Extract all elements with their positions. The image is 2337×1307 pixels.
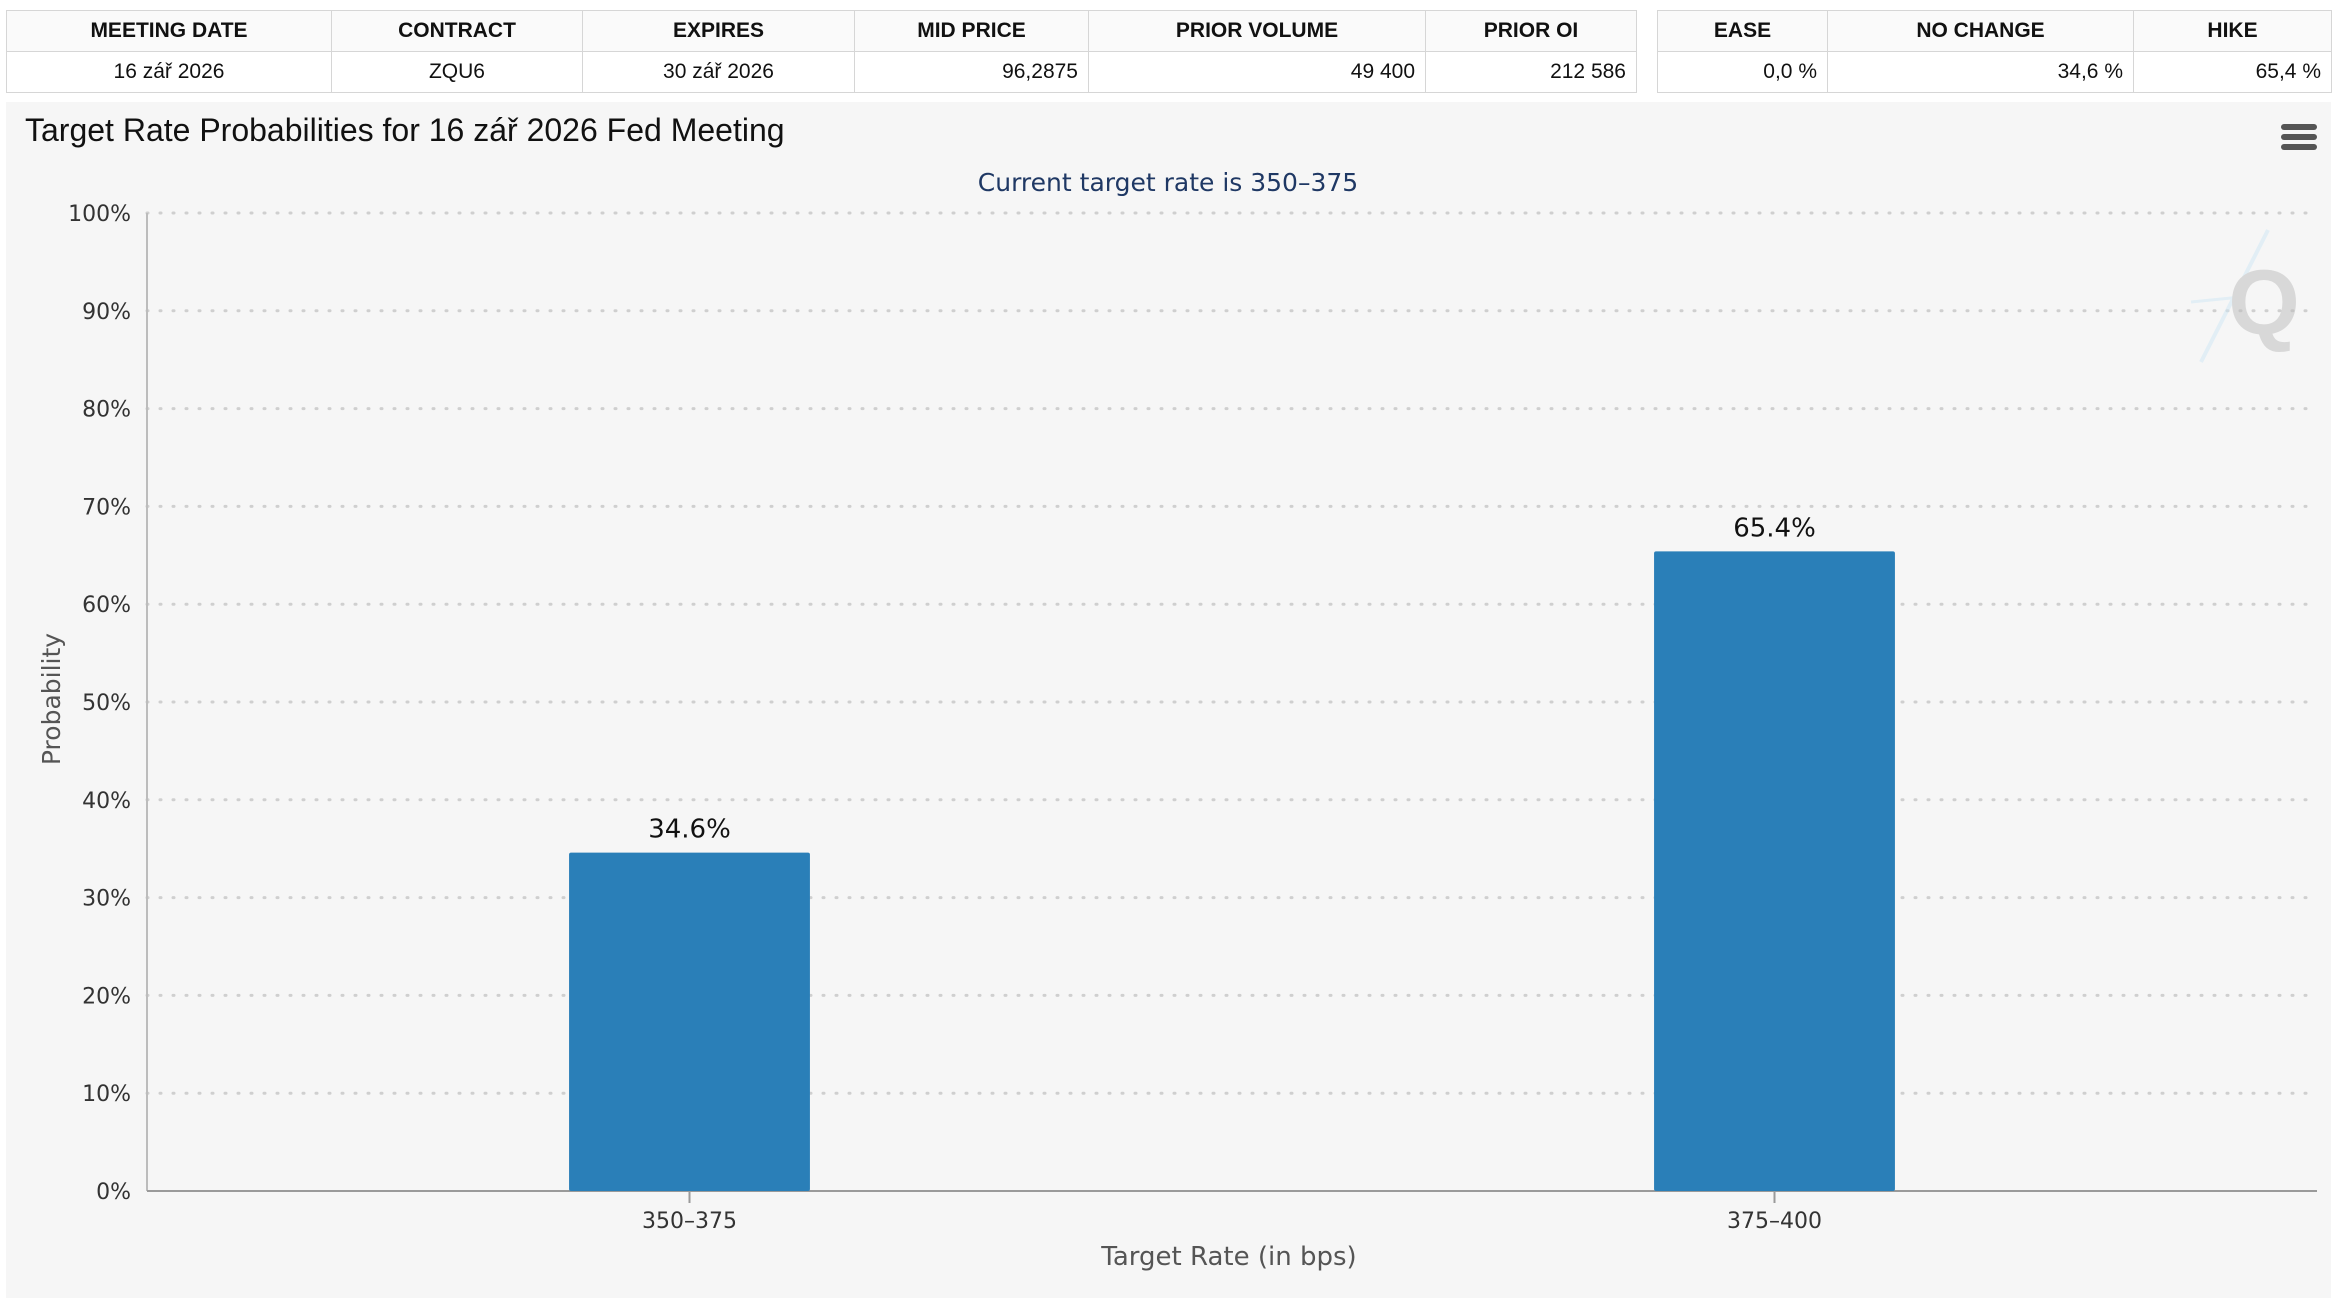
header-prior-oi: PRIOR OI — [1425, 10, 1637, 52]
cell-meeting-date: 16 zář 2026 — [6, 51, 332, 93]
chart-panel: 0% 10% 20% 30% 40% 50% 60% 70% 80% 90% 100% 34.6% 6… — [6, 102, 2331, 1298]
y-tick-label: 80% — [82, 398, 131, 423]
bar — [569, 852, 810, 1191]
cell-hike: 65,4 % — [2133, 51, 2332, 93]
probability-table: EASE NO CHANGE HIKE 0,0 % 34,6 % 65,4 % — [1657, 10, 2332, 93]
y-axis-ticks: 0% 10% 20% 30% 40% 50% 60% 70% 80% 90% 100% — [68, 202, 131, 1205]
grid-lines — [145, 211, 2319, 1095]
bar — [1654, 551, 1895, 1191]
cell-contract: ZQU6 — [331, 51, 583, 93]
y-tick-label: 100% — [68, 202, 131, 227]
svg-text:Q: Q — [2228, 252, 2300, 354]
cell-expires: 30 zář 2026 — [582, 51, 855, 93]
header-prior-volume: PRIOR VOLUME — [1088, 10, 1426, 52]
probability-bar-chart: 0% 10% 20% 30% 40% 50% 60% 70% 80% 90% 100% 34.6% 6… — [37, 168, 2319, 1272]
x-tick-label: 350–375 — [642, 1209, 737, 1234]
bar-data-label: 34.6% — [648, 815, 731, 845]
header-expires: EXPIRES — [582, 10, 855, 52]
header-no-change: NO CHANGE — [1827, 10, 2134, 52]
hamburger-menu-icon[interactable] — [2277, 120, 2321, 160]
chart-title: Target Rate Probabilities for 16 zář 202… — [25, 112, 785, 148]
q-logo-watermark-icon: Q — [2190, 229, 2300, 363]
y-tick-label: 10% — [82, 1082, 131, 1107]
bar-data-label: 65.4% — [1733, 513, 1816, 543]
y-axis-label: Probability — [37, 633, 66, 765]
x-axis-ticks: 350–375 375–400 — [642, 1191, 1822, 1234]
header-meeting-date: MEETING DATE — [6, 10, 332, 52]
table-row: 16 zář 2026 ZQU6 30 zář 2026 96,2875 49 … — [6, 51, 1637, 93]
cell-ease: 0,0 % — [1657, 51, 1828, 93]
chart-subtitle: Current target rate is 350–375 — [978, 168, 1358, 197]
meeting-info-table: MEETING DATE CONTRACT EXPIRES MID PRICE … — [6, 10, 1637, 93]
cell-prior-volume: 49 400 — [1088, 51, 1426, 93]
y-tick-label: 40% — [82, 789, 131, 814]
y-tick-label: 30% — [82, 887, 131, 912]
probability-header-row: EASE NO CHANGE HIKE — [1657, 10, 2332, 52]
header-hike: HIKE — [2133, 10, 2332, 52]
x-tick-label: 375–400 — [1727, 1209, 1822, 1234]
cell-no-change: 34,6 % — [1827, 51, 2134, 93]
header-mid-price: MID PRICE — [854, 10, 1089, 52]
y-tick-label: 60% — [82, 593, 131, 618]
y-tick-label: 0% — [96, 1180, 131, 1205]
bars: 34.6% 65.4% — [569, 513, 1895, 1191]
meeting-info-header-row: MEETING DATE CONTRACT EXPIRES MID PRICE … — [6, 10, 1637, 52]
header-ease: EASE — [1657, 10, 1828, 52]
y-tick-label: 70% — [82, 495, 131, 520]
y-tick-label: 20% — [82, 984, 131, 1009]
table-row: 0,0 % 34,6 % 65,4 % — [1657, 51, 2332, 93]
cell-mid-price: 96,2875 — [854, 51, 1089, 93]
header-contract: CONTRACT — [331, 10, 583, 52]
x-axis-label: Target Rate (in bps) — [1100, 1242, 1356, 1272]
cell-prior-oi: 212 586 — [1425, 51, 1637, 93]
y-tick-label: 50% — [82, 691, 131, 716]
y-tick-label: 90% — [82, 300, 131, 325]
